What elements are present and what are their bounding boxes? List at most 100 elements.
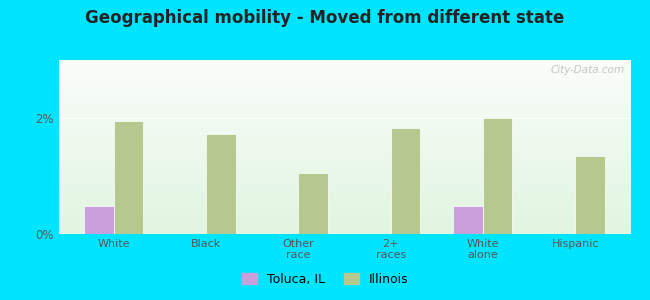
Bar — [58, 215, 630, 217]
Bar — [84, 206, 114, 234]
Bar — [58, 84, 630, 86]
Bar — [58, 224, 630, 225]
Bar — [58, 147, 630, 149]
Bar — [58, 90, 630, 91]
Bar — [58, 91, 630, 93]
Bar — [58, 124, 630, 126]
Bar — [58, 187, 630, 189]
Bar — [58, 169, 630, 171]
Bar — [58, 154, 630, 156]
Bar — [58, 164, 630, 166]
Bar — [58, 97, 630, 98]
Bar — [58, 123, 630, 124]
Bar — [206, 134, 236, 234]
Bar — [58, 121, 630, 123]
Bar — [58, 72, 630, 74]
Bar — [58, 62, 630, 64]
Bar — [58, 185, 630, 187]
Bar — [58, 114, 630, 116]
Bar — [58, 88, 630, 90]
Bar — [58, 190, 630, 192]
Bar — [58, 100, 630, 102]
Bar — [58, 166, 630, 168]
Bar — [58, 67, 630, 69]
Bar — [58, 227, 630, 229]
Bar — [58, 117, 630, 119]
Bar — [58, 192, 630, 194]
Bar — [58, 79, 630, 81]
Bar — [58, 116, 630, 117]
Bar — [58, 180, 630, 182]
Bar — [58, 133, 630, 135]
Bar — [58, 130, 630, 131]
Bar — [58, 218, 630, 220]
Bar — [58, 158, 630, 159]
Bar — [58, 135, 630, 137]
Bar — [58, 212, 630, 213]
Text: Geographical mobility - Moved from different state: Geographical mobility - Moved from diffe… — [85, 9, 565, 27]
Bar — [575, 156, 604, 234]
Bar — [58, 82, 630, 84]
Bar — [58, 70, 630, 72]
Bar — [58, 136, 630, 138]
Bar — [58, 159, 630, 161]
Bar — [58, 151, 630, 152]
Bar — [58, 60, 630, 62]
Bar — [58, 95, 630, 97]
Bar — [58, 204, 630, 206]
Bar — [58, 177, 630, 178]
Bar — [58, 103, 630, 105]
Bar — [58, 77, 630, 79]
Bar — [58, 222, 630, 224]
Bar — [58, 98, 630, 100]
Legend: Toluca, IL, Illinois: Toluca, IL, Illinois — [237, 268, 413, 291]
Bar — [58, 175, 630, 177]
Bar — [58, 110, 630, 112]
Bar — [58, 152, 630, 154]
Text: City-Data.com: City-Data.com — [551, 65, 625, 75]
Bar — [58, 107, 630, 109]
Bar — [58, 128, 630, 130]
Bar — [58, 196, 630, 197]
Bar — [58, 182, 630, 184]
Bar — [58, 189, 630, 190]
Bar — [58, 161, 630, 163]
Bar — [58, 138, 630, 140]
Bar — [58, 93, 630, 95]
Bar — [58, 232, 630, 234]
Bar — [58, 199, 630, 201]
Bar — [58, 163, 630, 164]
Bar — [58, 197, 630, 199]
Bar — [58, 81, 630, 82]
Bar — [58, 140, 630, 142]
Bar — [58, 69, 630, 70]
Bar — [58, 201, 630, 203]
Bar — [58, 156, 630, 158]
Bar — [58, 220, 630, 222]
Bar — [58, 74, 630, 76]
Bar — [58, 76, 630, 77]
Bar — [58, 178, 630, 180]
Bar — [114, 121, 144, 234]
Bar — [58, 112, 630, 114]
Bar — [58, 126, 630, 128]
Bar — [58, 210, 630, 212]
Bar — [58, 171, 630, 173]
Bar — [58, 230, 630, 232]
Bar — [58, 173, 630, 175]
Bar — [58, 143, 630, 145]
Bar — [58, 109, 630, 110]
Bar — [58, 168, 630, 170]
Bar — [58, 184, 630, 185]
Bar — [58, 203, 630, 204]
Bar — [58, 149, 630, 151]
Bar — [58, 64, 630, 65]
Bar — [453, 206, 483, 234]
Bar — [58, 208, 630, 210]
Bar — [58, 206, 630, 208]
Bar — [58, 145, 630, 147]
Bar — [391, 128, 420, 234]
Bar — [298, 173, 328, 234]
Bar — [58, 194, 630, 196]
Bar — [58, 229, 630, 230]
